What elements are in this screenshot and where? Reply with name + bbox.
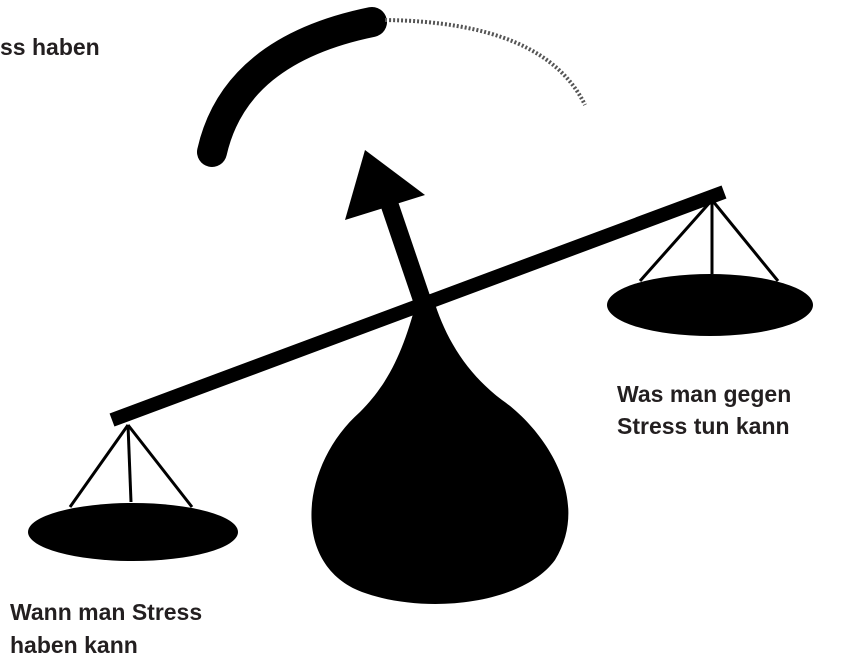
arrow-shaft [388, 200, 422, 300]
arc-thick [212, 22, 372, 152]
scale-diagram: ss haben Was man gegen Stress tun kann W… [0, 0, 849, 666]
top-label: ss haben [0, 34, 100, 60]
arc-dotted [385, 20, 585, 105]
left-strings [70, 425, 192, 507]
left-label: Wann man Stress [10, 599, 202, 625]
right-pan [607, 274, 813, 336]
right-label: Was man gegen [617, 381, 791, 407]
left-label: haben kann [10, 632, 138, 658]
page: ss haben Was man gegen Stress tun kann W… [0, 0, 849, 666]
scale-base [311, 294, 568, 604]
right-label: Stress tun kann [617, 413, 790, 439]
left-pan [28, 503, 238, 561]
